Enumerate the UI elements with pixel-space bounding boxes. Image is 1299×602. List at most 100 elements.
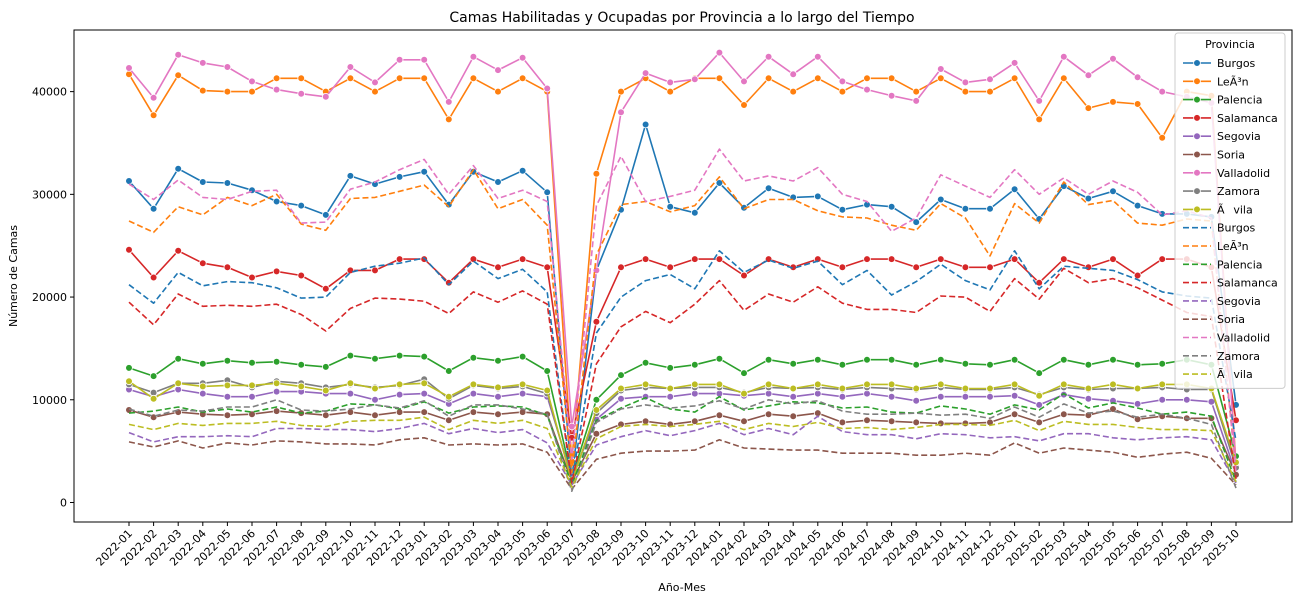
data-point (1133, 73, 1142, 81)
data-point (641, 380, 650, 389)
data-point (764, 184, 773, 193)
data-point (1060, 74, 1068, 83)
data-point (690, 75, 699, 84)
data-point (469, 389, 478, 398)
data-point (518, 166, 527, 175)
data-point (469, 74, 478, 83)
data-point (518, 53, 527, 62)
data-point (1060, 255, 1068, 263)
series-dashed-14 (128, 437, 1237, 490)
legend-label: Palencia (1217, 258, 1263, 271)
data-point (272, 379, 281, 388)
data-point (789, 359, 797, 368)
legend-label: Ãvila (1217, 368, 1253, 381)
data-point (395, 255, 404, 263)
legend-label: Segovia (1217, 130, 1261, 143)
data-point (617, 87, 625, 96)
data-point (936, 392, 945, 401)
data-point (297, 74, 306, 83)
data-point (887, 255, 896, 263)
series-line (128, 123, 1237, 480)
data-point (395, 351, 404, 360)
data-point (592, 317, 601, 326)
data-point (494, 87, 502, 96)
data-point (1084, 394, 1093, 403)
data-point (395, 390, 404, 399)
series-dashed-10 (128, 168, 1237, 474)
data-point (1133, 100, 1142, 108)
data-point (641, 358, 650, 367)
y-tick-label: 0 (60, 496, 67, 509)
data-point (1158, 380, 1166, 389)
y-axis: 0 10000 20000 30000 40000 (32, 86, 74, 509)
data-point (690, 255, 699, 263)
data-point (666, 392, 674, 401)
data-point (961, 384, 970, 393)
data-point (321, 284, 330, 293)
data-point (592, 406, 601, 414)
legend-box (1174, 32, 1286, 389)
data-point (666, 78, 674, 87)
data-point (395, 380, 404, 389)
data-point (715, 354, 724, 363)
legend-label: Zamora (1217, 185, 1260, 198)
series-line (128, 51, 1237, 466)
legend-label: Valladolid (1217, 332, 1270, 345)
data-point (494, 392, 502, 401)
data-point (986, 360, 994, 369)
data-point (297, 201, 306, 210)
data-point (838, 263, 847, 272)
data-point (863, 74, 871, 83)
data-point (1035, 418, 1043, 427)
data-point (863, 416, 871, 425)
data-point (789, 384, 797, 393)
data-point (174, 354, 183, 363)
legend-label: Ãvila (1217, 203, 1253, 216)
legend-marker (1193, 132, 1201, 141)
data-point (494, 263, 502, 272)
data-point (346, 266, 355, 275)
data-point (838, 205, 847, 214)
data-point (494, 66, 502, 74)
data-point (764, 355, 773, 364)
series-line (128, 267, 1237, 484)
data-point (494, 410, 502, 419)
data-point (592, 395, 601, 404)
data-point (371, 87, 379, 96)
data-point (149, 111, 158, 120)
data-point (174, 379, 183, 388)
data-point (444, 278, 453, 287)
series-dashed-13 (128, 415, 1237, 486)
data-point (297, 89, 306, 98)
legend-marker (1193, 77, 1201, 86)
data-point (223, 179, 232, 187)
data-point (518, 352, 527, 361)
data-point (715, 255, 724, 263)
legend-label: Palencia (1217, 94, 1263, 107)
data-point (125, 246, 133, 254)
data-point (125, 177, 133, 185)
data-point (1084, 71, 1093, 79)
data-point (371, 384, 379, 393)
data-point (764, 389, 773, 398)
data-point (469, 353, 478, 362)
data-point (199, 259, 207, 268)
data-point (395, 55, 404, 64)
data-point (420, 352, 429, 361)
series-dashed-12 (128, 267, 1237, 484)
data-point (813, 74, 822, 83)
data-point (346, 172, 355, 180)
data-point (936, 195, 945, 204)
data-point (1010, 255, 1019, 263)
data-point (223, 356, 232, 365)
data-point (321, 363, 330, 371)
data-point (813, 52, 822, 61)
data-point (494, 383, 502, 392)
data-point (863, 355, 871, 364)
data-point (518, 74, 527, 83)
data-point (543, 386, 551, 395)
data-point (1010, 355, 1019, 364)
series-solid-5 (125, 405, 1240, 486)
data-point (961, 87, 970, 96)
data-point (174, 385, 183, 394)
